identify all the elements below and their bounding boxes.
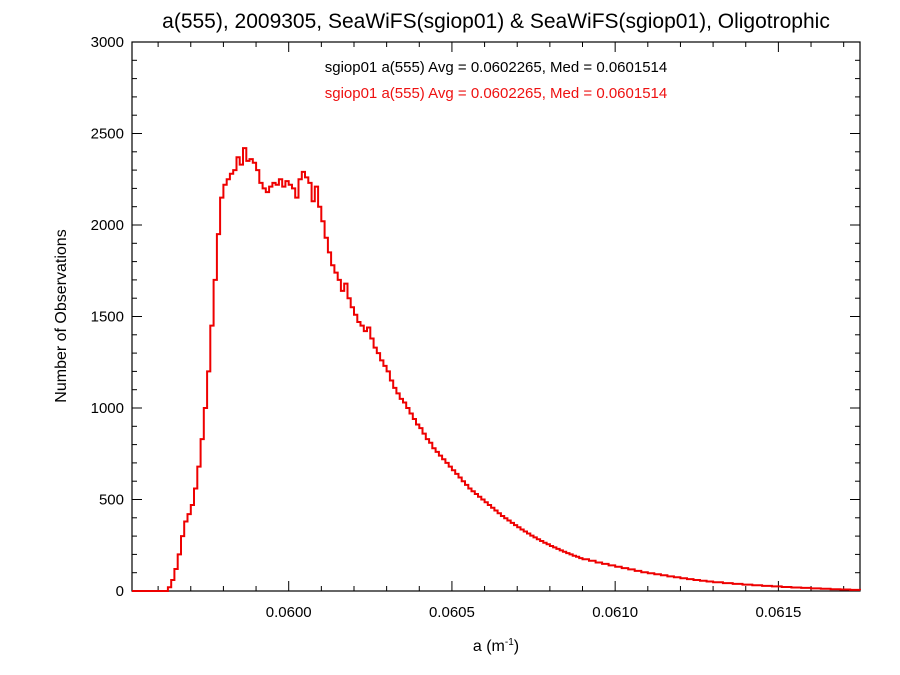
annotation-red: sgiop01 a(555) Avg = 0.0602265, Med = 0.… — [325, 85, 668, 102]
y-tick-label: 0 — [116, 583, 124, 600]
y-tick-label: 3000 — [91, 34, 124, 51]
x-axis: 0.0600 0.0605 0.0610 0.0615 — [157, 42, 845, 621]
x-axis-label-base: a (m — [473, 638, 505, 655]
x-axis-label: a (m-1) — [473, 637, 519, 655]
histogram-series-line — [132, 147, 861, 592]
x-tick-label: 0.0600 — [266, 604, 312, 621]
y-tick-label: 1500 — [91, 309, 124, 326]
x-axis-label-superscript: -1 — [505, 637, 514, 648]
y-tick-label: 500 — [99, 492, 124, 509]
y-axis-label: Number of Observations — [53, 229, 70, 402]
x-tick-label: 0.0610 — [592, 604, 638, 621]
y-tick-label: 2500 — [91, 126, 124, 143]
x-axis-label-close: ) — [514, 638, 519, 655]
chart-title: a(555), 2009305, SeaWiFS(sgiop01) & SeaW… — [162, 10, 830, 33]
y-tick-label: 2000 — [91, 217, 124, 234]
y-axis: 0 500 1000 1500 2000 2500 3000 — [91, 34, 860, 600]
plot-frame — [131, 41, 861, 592]
y-tick-label: 1000 — [91, 400, 124, 417]
annotation-black: sgiop01 a(555) Avg = 0.0602265, Med = 0.… — [325, 59, 668, 76]
x-tick-label: 0.0605 — [429, 604, 475, 621]
x-tick-label: 0.0615 — [755, 604, 801, 621]
